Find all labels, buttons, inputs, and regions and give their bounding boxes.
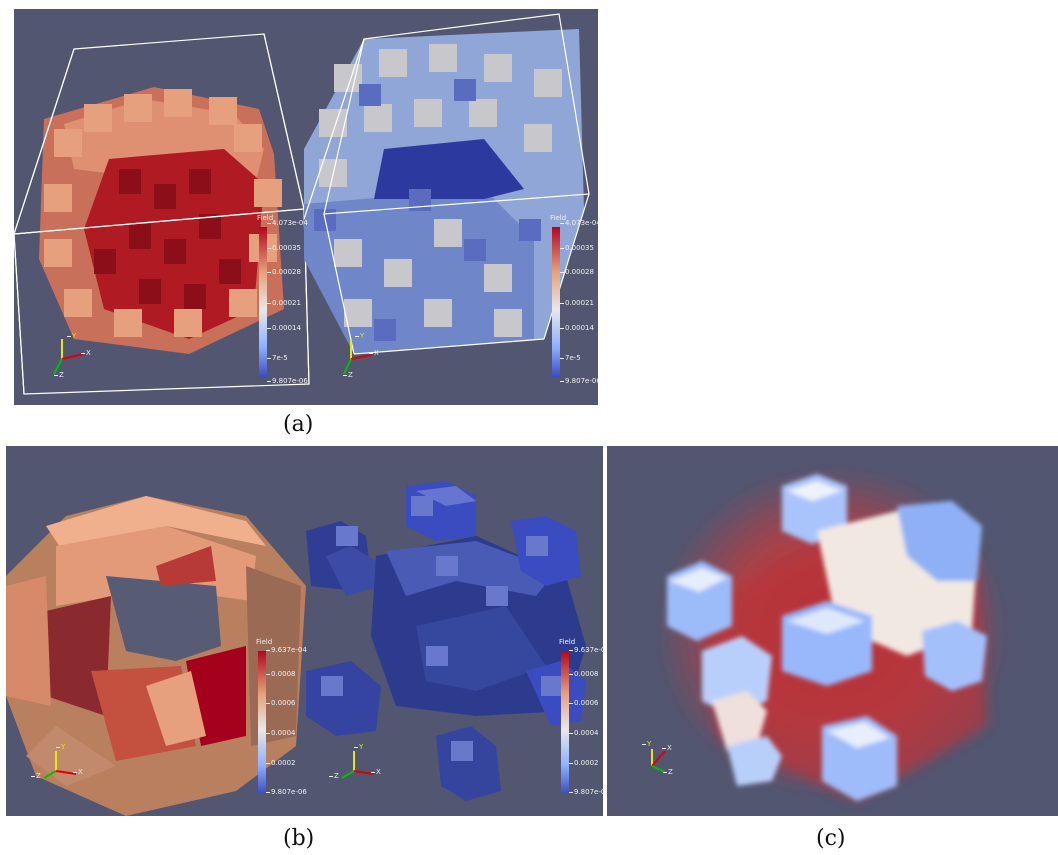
axis-label-y: Y (55, 743, 66, 751)
colorbar-a-right (552, 227, 560, 377)
colorbar-b-left-tick: 0.0006 (266, 699, 296, 707)
volume-render-c (651, 466, 1007, 801)
axis-label-z: Z (329, 772, 339, 780)
axis-label-x: X (369, 349, 379, 357)
colorbar-a-right-tick: 0.00028 (560, 268, 594, 276)
colorbar-b-left-tick: 0.0002 (266, 759, 296, 767)
axis-label-y: Y (354, 332, 365, 340)
panel-c-viewport: Y X Z (607, 446, 1058, 816)
red-voxel-cube-a (39, 87, 284, 354)
colorbar-b-left-tick: 0.0008 (266, 670, 296, 678)
axis-label-z: Z (31, 772, 41, 780)
colorbar-b-left-tick: 9.807e-06 (266, 788, 307, 796)
axis-label-x: X (81, 349, 91, 357)
colorbar-b-left (258, 651, 266, 794)
axis-label-y: Y (641, 740, 652, 748)
axes-triad-a-right (343, 339, 373, 375)
colorbar-b-right (561, 651, 569, 794)
colorbar-a-right-tick: 9.807e-06 (560, 377, 598, 385)
caption-b: (b) (283, 826, 315, 851)
colorbar-b-right-tick: 9.637e-04 (569, 646, 603, 654)
colorbar-a-right-tick: 0.00021 (560, 299, 594, 307)
axis-label-x: X (662, 744, 672, 752)
colorbar-b-left-title: Field (256, 638, 273, 646)
colorbar-a-left-tick: 0.00028 (267, 268, 301, 276)
colorbar-b-right-tick: 0.0006 (569, 699, 599, 707)
colorbar-a-right-tick: 4.073e-04 (560, 219, 598, 227)
colorbar-b-right-title: Field (559, 638, 576, 646)
colorbar-b-left-tick: 0.0004 (266, 729, 296, 737)
axis-label-x: X (73, 768, 83, 776)
colorbar-a-left-title: Field (257, 214, 274, 222)
axis-label-x: X (371, 768, 381, 776)
axis-label-z: Z (54, 371, 64, 379)
axes-triad-c (651, 749, 666, 773)
colorbar-a-left-tick: 9.807e-06 (267, 377, 308, 385)
colorbar-a-left-tick: 4.073e-04 (267, 219, 308, 227)
panel-c-render (651, 466, 1007, 801)
colorbar-a-right-tick: 7e-5 (560, 354, 581, 362)
bounding-box-a-right (303, 13, 590, 355)
colorbar-a-right-tick: 0.00035 (560, 244, 594, 252)
colorbar-b-right-tick: 0.0008 (569, 670, 599, 678)
axis-label-y: Y (353, 743, 364, 751)
axis-label-y: Y (66, 332, 77, 340)
colorbar-a-right-tick: 0.00014 (560, 324, 594, 332)
red-voxel-ring-b (6, 496, 306, 816)
panel-b-viewport: Field 9.637e-04 0.0008 0.0006 0.0004 0.0… (6, 446, 603, 816)
colorbar-a-left-tick: 7e-5 (267, 354, 288, 362)
colorbar-b-right-tick: 9.807e-06 (569, 788, 603, 796)
panel-a-viewport: Field 4.073e-04 0.00035 0.00028 0.00021 … (14, 9, 598, 405)
colorbar-a-left-tick: 0.00021 (267, 299, 301, 307)
colorbar-a-right-title: Field (550, 214, 567, 222)
colorbar-b-right-tick: 0.0002 (569, 759, 599, 767)
axes-triad-a-left (53, 339, 85, 375)
colorbar-b-right-tick: 0.0004 (569, 729, 599, 737)
colorbar-a-left-tick: 0.00014 (267, 324, 301, 332)
panel-b-render (6, 481, 586, 816)
axis-label-z: Z (343, 371, 353, 379)
blue-voxel-cluster-b (306, 481, 586, 801)
colorbar-a-left (259, 227, 267, 377)
caption-a: (a) (283, 412, 314, 437)
axes-triad-b-right (341, 751, 375, 779)
colorbar-a-left-tick: 0.00035 (267, 244, 301, 252)
panel-a-render (14, 13, 590, 395)
caption-c: (c) (816, 826, 846, 851)
colorbar-b-left-tick: 9.637e-04 (266, 646, 307, 654)
axes-triad-b-left (43, 751, 77, 779)
blue-voxel-cube-a (304, 29, 584, 354)
axis-label-z: Z (663, 768, 673, 776)
